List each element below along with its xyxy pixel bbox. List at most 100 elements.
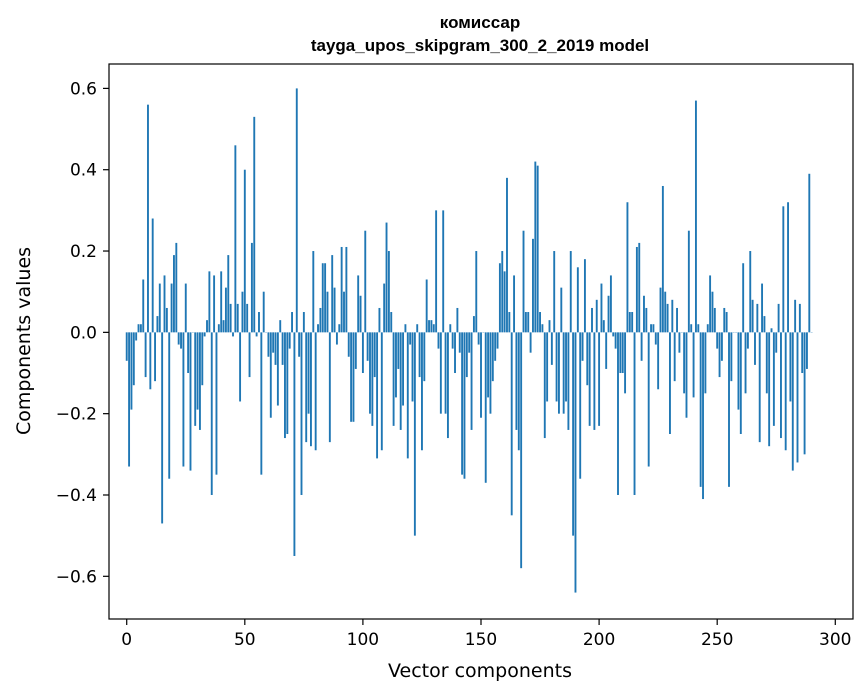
bar: [711, 291, 714, 333]
bar: [385, 222, 388, 333]
bar: [442, 210, 445, 333]
bar: [640, 332, 643, 361]
bar: [409, 332, 412, 345]
bar: [612, 332, 615, 337]
bar: [614, 332, 617, 349]
bar: [772, 332, 775, 426]
bar: [456, 307, 459, 333]
bar: [241, 291, 244, 333]
bar: [291, 312, 293, 333]
bar: [326, 291, 329, 333]
bar: [310, 332, 312, 447]
bar: [723, 307, 726, 333]
bar: [751, 299, 754, 333]
bar: [387, 251, 390, 333]
bar: [165, 307, 168, 333]
bar: [267, 332, 270, 357]
bar: [357, 275, 360, 333]
bar: [350, 332, 353, 422]
bar: [621, 332, 624, 374]
bar: [137, 324, 140, 333]
bar: [383, 283, 386, 333]
bar: [501, 251, 504, 333]
bar: [184, 283, 187, 333]
bar: [798, 303, 801, 333]
bar: [600, 283, 603, 333]
y-tick-label: −0.6: [56, 567, 97, 587]
bar: [602, 320, 605, 333]
bar: [730, 332, 733, 382]
bar: [340, 246, 343, 333]
bar: [411, 332, 414, 402]
y-axis: 0.6 0.4 0.2 0.0 −0.2 −0.4 −0.6: [56, 79, 109, 587]
bar: [744, 332, 747, 394]
bar: [421, 332, 423, 451]
bar: [579, 332, 582, 479]
bar: [201, 332, 204, 386]
bar: [194, 332, 197, 426]
bar: [156, 316, 159, 333]
bar: [782, 206, 785, 333]
bar: [536, 165, 539, 333]
bar: [607, 295, 610, 333]
bar: [158, 283, 161, 333]
bar: [319, 307, 322, 333]
bar: [635, 246, 638, 333]
bar: [203, 332, 206, 337]
bar: [298, 332, 301, 357]
bar: [428, 320, 430, 333]
y-tick-label: 0.2: [70, 242, 97, 262]
bar: [232, 332, 234, 337]
bar: [446, 332, 449, 439]
bar: [796, 332, 799, 463]
bar: [288, 332, 291, 349]
bar: [217, 324, 220, 333]
y-tick-label: −0.2: [56, 405, 97, 425]
bar: [650, 324, 652, 333]
bar: [406, 332, 409, 459]
bar: [555, 332, 558, 402]
bar: [687, 230, 690, 333]
bar: [206, 320, 208, 333]
bar: [279, 320, 282, 333]
bar: [236, 303, 239, 333]
bar: [794, 299, 797, 333]
bar: [281, 332, 284, 365]
bar: [572, 332, 575, 536]
bar: [713, 307, 716, 333]
bar: [595, 299, 598, 333]
bar: [506, 177, 508, 333]
bar: [534, 161, 537, 333]
bar: [128, 332, 131, 467]
bar: [787, 202, 789, 333]
bar: [593, 332, 596, 430]
bar: [654, 332, 657, 345]
bar: [399, 332, 402, 430]
bar: [343, 291, 345, 333]
bar: [761, 283, 764, 333]
bar: [361, 332, 364, 374]
bar: [130, 332, 133, 410]
bar: [494, 332, 497, 361]
bar: [789, 332, 792, 402]
bar: [458, 332, 461, 353]
bar: [239, 332, 242, 402]
bar: [498, 263, 501, 333]
bar: [558, 332, 560, 414]
chart-title: комиссар: [440, 13, 520, 32]
bar: [510, 332, 513, 516]
bar: [250, 242, 253, 333]
bar: [413, 332, 416, 536]
bar: [503, 271, 506, 333]
bar: [706, 324, 709, 333]
bar: [539, 312, 541, 333]
y-tick-label: 0.4: [70, 161, 97, 181]
bar: [366, 332, 369, 361]
bar: [376, 332, 379, 459]
y-tick-label: −0.4: [56, 486, 97, 506]
bar: [749, 251, 752, 333]
bar: [168, 332, 171, 479]
bar: [449, 324, 452, 333]
